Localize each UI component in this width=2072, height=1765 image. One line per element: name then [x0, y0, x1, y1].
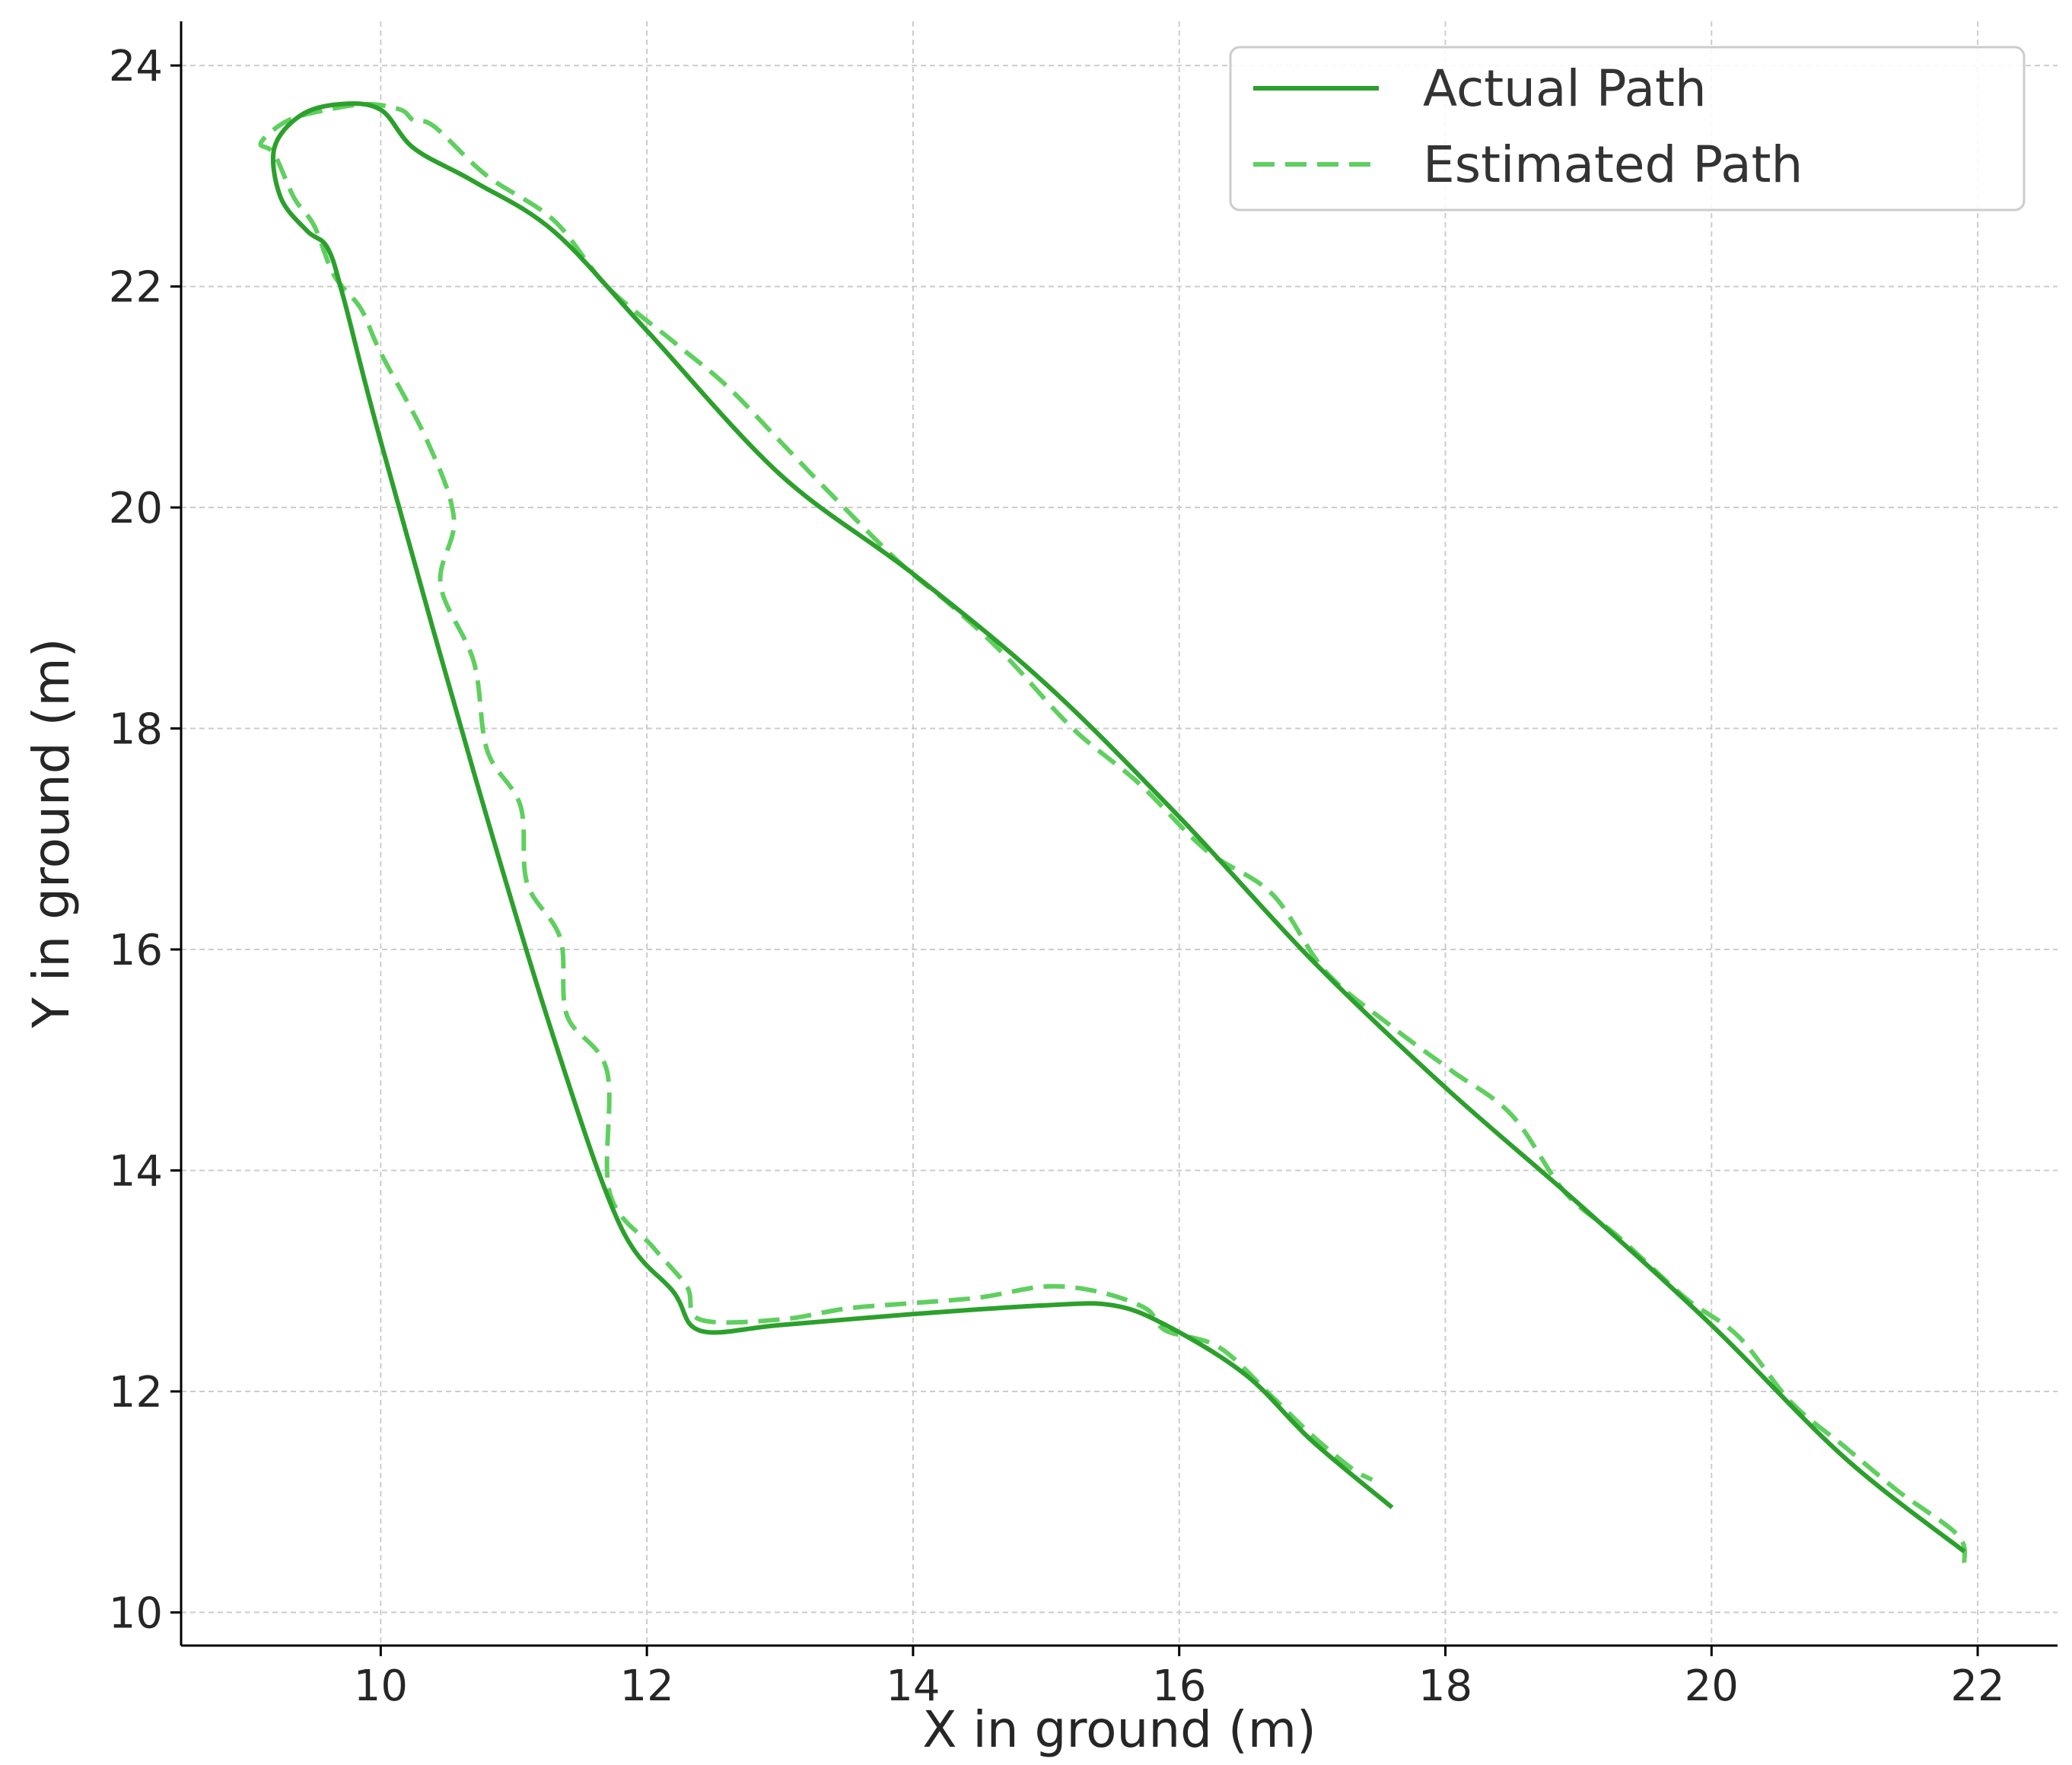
x-tick-label: 12	[619, 1662, 673, 1711]
legend-label-actual: Actual Path	[1423, 59, 1707, 118]
x-tick-label: 18	[1418, 1662, 1472, 1711]
y-tick-label: 16	[109, 926, 163, 975]
x-tick-label: 20	[1685, 1662, 1739, 1711]
x-axis-label: X in ground (m)	[922, 1700, 1316, 1759]
x-tick-label: 16	[1152, 1662, 1206, 1711]
y-tick-label: 12	[109, 1368, 163, 1417]
legend-box	[1229, 46, 2026, 211]
grid-lines	[181, 21, 2058, 1646]
y-tick-label: 18	[109, 705, 163, 755]
x-tick-label: 14	[886, 1662, 940, 1711]
legend: Actual Path Estimated Path	[1229, 46, 2026, 211]
y-tick-label: 24	[109, 42, 163, 91]
legend-label-estimated: Estimated Path	[1423, 135, 1803, 194]
tick-marks: 10 12 14 16 18 20 22 10 12 14 16 18 20 22 24	[109, 42, 2005, 1711]
series-line-actual-path	[270, 101, 1966, 1554]
y-tick-label: 22	[109, 263, 163, 313]
axes	[180, 21, 2058, 1647]
x-tick-label: 22	[1950, 1662, 2004, 1711]
y-tick-label: 10	[109, 1588, 163, 1638]
series-line-estimated-path	[258, 101, 1968, 1563]
y-tick-label: 20	[109, 484, 163, 533]
x-tick-label: 10	[354, 1662, 408, 1711]
series-lines	[258, 101, 1968, 1563]
y-axis-label: Y in ground (m)	[22, 638, 81, 1029]
y-tick-label: 14	[109, 1146, 163, 1196]
